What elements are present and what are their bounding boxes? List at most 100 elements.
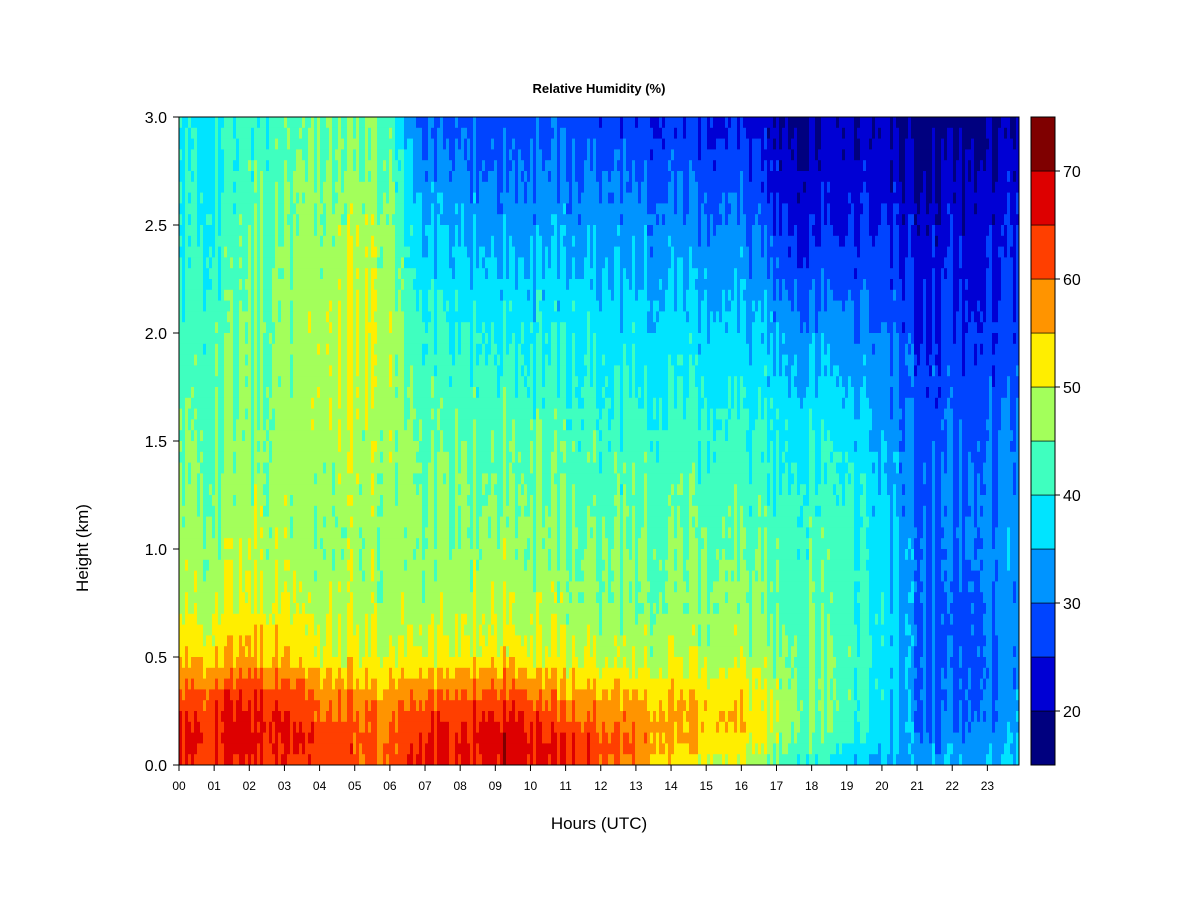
heatmap-cell bbox=[236, 754, 240, 765]
heatmap-cell bbox=[194, 484, 198, 496]
heatmap-cell bbox=[203, 419, 207, 431]
heatmap-cell bbox=[212, 624, 216, 636]
heatmap-cell bbox=[185, 624, 189, 636]
heatmap-cell bbox=[188, 387, 192, 399]
heatmap-cell bbox=[278, 549, 282, 561]
heatmap-cell bbox=[194, 257, 198, 269]
heatmap-cell bbox=[257, 171, 261, 183]
heatmap-cell bbox=[266, 376, 270, 388]
heatmap-cell bbox=[224, 268, 228, 280]
heatmap-cell bbox=[386, 397, 390, 410]
heatmap-cell bbox=[272, 397, 276, 410]
heatmap-cell bbox=[257, 549, 261, 561]
heatmap-cell bbox=[245, 495, 249, 507]
heatmap-cell bbox=[227, 495, 231, 507]
heatmap-cell bbox=[341, 592, 345, 604]
heatmap-cell bbox=[203, 603, 207, 615]
heatmap-cell bbox=[368, 138, 372, 150]
heatmap-cell bbox=[383, 408, 387, 420]
heatmap-cell bbox=[326, 538, 330, 550]
heatmap-cell bbox=[272, 743, 276, 755]
heatmap-cell bbox=[269, 235, 273, 248]
heatmap-cell bbox=[263, 343, 267, 356]
heatmap-cell bbox=[185, 192, 189, 204]
heatmap-cell bbox=[356, 754, 360, 765]
heatmap-cell bbox=[290, 149, 294, 161]
heatmap-cell bbox=[338, 689, 342, 701]
heatmap-cell bbox=[371, 441, 375, 453]
heatmap-cell bbox=[362, 343, 366, 356]
heatmap-cell bbox=[374, 225, 378, 237]
heatmap-cell bbox=[317, 613, 321, 626]
heatmap-cell bbox=[269, 559, 273, 572]
heatmap-cell bbox=[353, 387, 357, 399]
heatmap-cell bbox=[290, 430, 294, 442]
heatmap-cell bbox=[218, 570, 222, 582]
heatmap-cell bbox=[197, 689, 201, 701]
heatmap-cell bbox=[359, 538, 363, 550]
heatmap-cell bbox=[203, 505, 207, 518]
heatmap-cell bbox=[203, 235, 207, 248]
heatmap-cell bbox=[296, 451, 300, 464]
heatmap-cell bbox=[260, 732, 264, 744]
heatmap-cell bbox=[233, 732, 237, 744]
heatmap-cell bbox=[248, 624, 252, 636]
heatmap-cell bbox=[188, 441, 192, 453]
heatmap-cell bbox=[287, 408, 291, 420]
heatmap-cell bbox=[338, 322, 342, 334]
heatmap-cell bbox=[269, 246, 273, 258]
heatmap-cell bbox=[203, 117, 207, 129]
heatmap-cell bbox=[350, 603, 354, 615]
heatmap-cell bbox=[386, 354, 390, 366]
heatmap-cell bbox=[353, 657, 357, 669]
heatmap-cell bbox=[179, 257, 183, 269]
heatmap-cell bbox=[386, 279, 390, 291]
heatmap-cell bbox=[242, 754, 246, 765]
heatmap-cell bbox=[281, 462, 285, 474]
heatmap-cell bbox=[263, 570, 267, 582]
heatmap-cell bbox=[317, 343, 321, 356]
heatmap-cell bbox=[332, 117, 336, 129]
heatmap-cell bbox=[242, 149, 246, 161]
heatmap-cell bbox=[323, 721, 327, 734]
heatmap-cell bbox=[296, 322, 300, 334]
heatmap-cell bbox=[365, 603, 369, 615]
heatmap-cell bbox=[215, 570, 219, 582]
heatmap-cell bbox=[305, 581, 309, 593]
heatmap-cell bbox=[212, 462, 216, 474]
heatmap-cell bbox=[290, 646, 294, 658]
heatmap-cell bbox=[368, 246, 372, 258]
heatmap-cell bbox=[206, 581, 210, 593]
heatmap-cell bbox=[245, 473, 249, 485]
heatmap-cell bbox=[329, 235, 333, 248]
heatmap-cell bbox=[191, 333, 195, 345]
heatmap-cell bbox=[296, 743, 300, 755]
heatmap-cell bbox=[287, 354, 291, 366]
heatmap-cell bbox=[389, 300, 393, 312]
heatmap-cell bbox=[209, 667, 213, 680]
heatmap-cell bbox=[350, 570, 354, 582]
heatmap-cell bbox=[347, 559, 351, 572]
heatmap-cell bbox=[326, 592, 330, 604]
heatmap-cell bbox=[239, 743, 243, 755]
heatmap-cell bbox=[320, 678, 324, 690]
heatmap-cell bbox=[239, 397, 243, 410]
heatmap-cell bbox=[305, 473, 309, 485]
heatmap-cell bbox=[350, 711, 354, 723]
heatmap-cell bbox=[260, 149, 264, 161]
heatmap-cell bbox=[341, 711, 345, 723]
heatmap-cell bbox=[191, 376, 195, 388]
heatmap-cell bbox=[227, 646, 231, 658]
heatmap-cell bbox=[194, 408, 198, 420]
heatmap-cell bbox=[335, 397, 339, 410]
heatmap-cell bbox=[191, 127, 195, 140]
heatmap-cell bbox=[380, 743, 384, 755]
heatmap-cell bbox=[179, 365, 183, 377]
heatmap-cell bbox=[284, 333, 288, 345]
heatmap-cell bbox=[284, 430, 288, 442]
heatmap-cell bbox=[344, 181, 348, 194]
heatmap-cell bbox=[332, 505, 336, 518]
heatmap-cell bbox=[275, 462, 279, 474]
heatmap-cell bbox=[299, 149, 303, 161]
heatmap-cell bbox=[314, 711, 318, 723]
